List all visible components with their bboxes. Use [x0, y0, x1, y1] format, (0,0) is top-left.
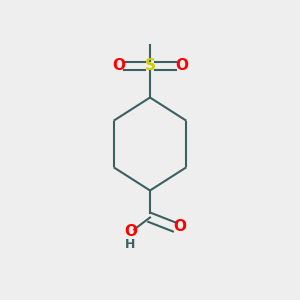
Text: S: S: [145, 58, 155, 74]
Text: O: O: [124, 224, 137, 239]
Text: O: O: [173, 219, 187, 234]
Text: O: O: [175, 58, 188, 74]
Text: O: O: [112, 58, 125, 74]
Text: H: H: [125, 238, 135, 251]
